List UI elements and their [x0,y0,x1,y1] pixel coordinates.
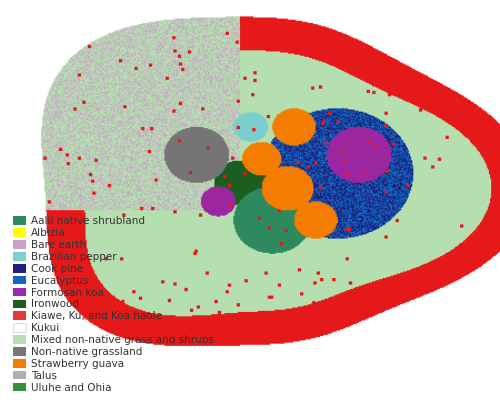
Legend: Aalii native shrubland, Albizia, Bare earth, Brazilian pepper, Cook pine, Eucaly: Aalii native shrubland, Albizia, Bare ea… [10,213,217,396]
